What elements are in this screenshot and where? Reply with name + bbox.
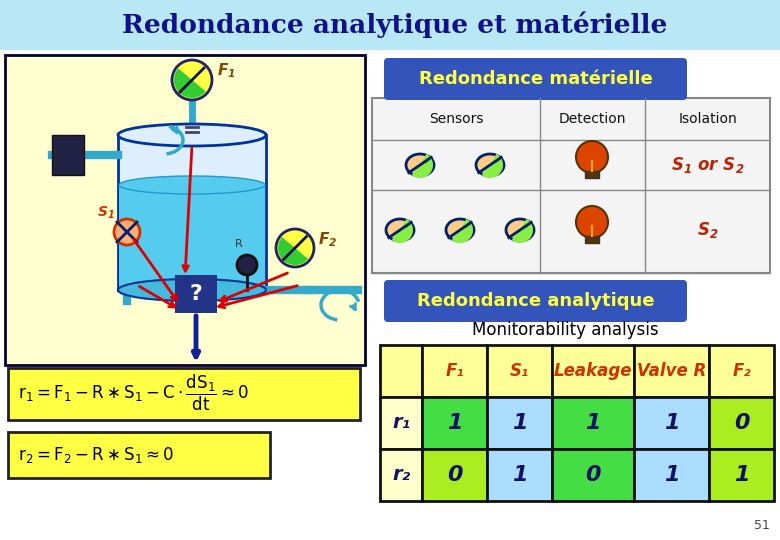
FancyBboxPatch shape: [0, 0, 780, 50]
Text: r₁: r₁: [392, 414, 410, 433]
FancyBboxPatch shape: [380, 345, 422, 397]
Text: Redondance analytique et matérielle: Redondance analytique et matérielle: [122, 12, 668, 38]
Text: $\bfit{S_1}$ $\bfit{or}$ $\bfit{S_2}$: $\bfit{S_1}$ $\bfit{or}$ $\bfit{S_2}$: [671, 155, 744, 175]
Text: F₂: F₂: [732, 362, 751, 380]
Text: F₁: F₁: [445, 362, 464, 380]
Wedge shape: [278, 237, 308, 265]
Text: 1: 1: [664, 413, 679, 433]
FancyBboxPatch shape: [634, 397, 709, 449]
Text: 1: 1: [585, 413, 601, 433]
Circle shape: [576, 141, 608, 173]
Text: 1: 1: [447, 413, 463, 433]
Wedge shape: [512, 219, 533, 243]
Text: Detection: Detection: [558, 112, 626, 126]
Wedge shape: [481, 154, 503, 178]
FancyBboxPatch shape: [487, 345, 552, 397]
FancyBboxPatch shape: [384, 280, 687, 322]
FancyBboxPatch shape: [552, 397, 634, 449]
FancyBboxPatch shape: [552, 345, 634, 397]
Ellipse shape: [119, 176, 265, 194]
FancyBboxPatch shape: [52, 135, 84, 175]
Text: $\bfit{S_1}$: $\bfit{S_1}$: [97, 205, 115, 221]
Text: Sensors: Sensors: [429, 112, 484, 126]
FancyBboxPatch shape: [552, 449, 634, 501]
Text: 1: 1: [664, 465, 679, 485]
Text: 1: 1: [512, 465, 527, 485]
Text: R: R: [235, 239, 243, 249]
Text: Redondance matérielle: Redondance matérielle: [419, 70, 653, 88]
FancyBboxPatch shape: [634, 449, 709, 501]
FancyBboxPatch shape: [118, 135, 266, 290]
FancyBboxPatch shape: [585, 171, 599, 178]
FancyBboxPatch shape: [487, 449, 552, 501]
Ellipse shape: [476, 154, 504, 176]
FancyBboxPatch shape: [634, 345, 709, 397]
Text: $\bfit{F_1}$: $\bfit{F_1}$: [217, 61, 236, 80]
Text: Leakage: Leakage: [554, 362, 633, 380]
Wedge shape: [412, 154, 433, 178]
Circle shape: [237, 255, 257, 275]
Wedge shape: [392, 219, 413, 243]
Text: 0: 0: [585, 465, 601, 485]
Text: Monitorability analysis: Monitorability analysis: [472, 321, 658, 339]
FancyBboxPatch shape: [380, 397, 422, 449]
FancyBboxPatch shape: [119, 185, 265, 289]
Text: $\mathrm{r_2 = F_2 - R\ast S_1 \approx 0}$: $\mathrm{r_2 = F_2 - R\ast S_1 \approx 0…: [18, 445, 174, 465]
Text: $\bfit{F_2}$: $\bfit{F_2}$: [318, 230, 338, 249]
FancyBboxPatch shape: [8, 368, 360, 420]
Text: $\mathrm{r_1 = F_1 - R\ast S_1 - C\cdot\dfrac{dS_1}{dt} \approx 0}$: $\mathrm{r_1 = F_1 - R\ast S_1 - C\cdot\…: [18, 373, 249, 413]
Text: S₁: S₁: [510, 362, 529, 380]
FancyBboxPatch shape: [175, 275, 217, 313]
Circle shape: [576, 206, 608, 238]
FancyBboxPatch shape: [8, 432, 270, 478]
Text: 1: 1: [512, 413, 527, 433]
FancyBboxPatch shape: [422, 397, 487, 449]
FancyBboxPatch shape: [384, 58, 687, 100]
Wedge shape: [452, 219, 473, 243]
Ellipse shape: [118, 124, 266, 146]
Ellipse shape: [446, 219, 474, 241]
FancyBboxPatch shape: [5, 55, 365, 365]
Ellipse shape: [118, 279, 266, 301]
FancyBboxPatch shape: [422, 449, 487, 501]
Text: 51: 51: [754, 519, 770, 532]
Circle shape: [114, 219, 140, 245]
FancyBboxPatch shape: [585, 236, 599, 243]
Circle shape: [276, 229, 314, 267]
Text: Redondance analytique: Redondance analytique: [417, 292, 654, 310]
Ellipse shape: [506, 219, 534, 241]
FancyBboxPatch shape: [422, 345, 487, 397]
FancyBboxPatch shape: [709, 449, 774, 501]
Text: Valve R: Valve R: [637, 362, 706, 380]
Wedge shape: [174, 69, 206, 98]
FancyBboxPatch shape: [709, 397, 774, 449]
Ellipse shape: [386, 219, 414, 241]
FancyBboxPatch shape: [487, 397, 552, 449]
Text: 0: 0: [447, 465, 463, 485]
Text: Isolation: Isolation: [678, 112, 737, 126]
FancyBboxPatch shape: [372, 98, 770, 273]
Text: r₂: r₂: [392, 465, 410, 484]
Text: 0: 0: [734, 413, 750, 433]
Text: $\bfit{S_2}$: $\bfit{S_2}$: [697, 220, 718, 240]
Text: 1: 1: [734, 465, 750, 485]
Text: ?: ?: [190, 284, 203, 304]
Ellipse shape: [406, 154, 434, 176]
Circle shape: [172, 60, 212, 100]
FancyBboxPatch shape: [380, 449, 422, 501]
FancyBboxPatch shape: [709, 345, 774, 397]
